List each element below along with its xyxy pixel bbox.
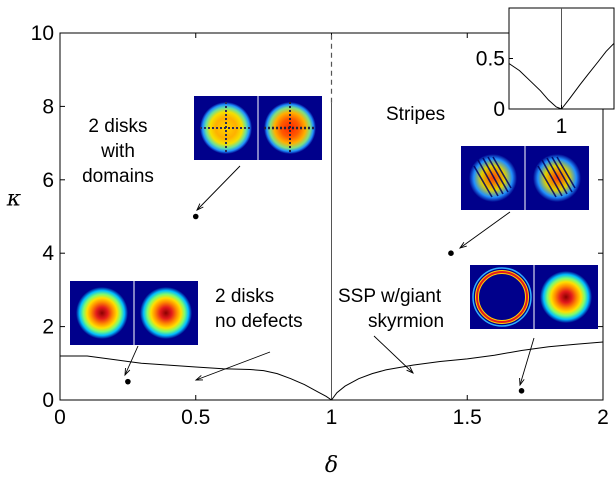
x-axis-label: δ (325, 453, 338, 477)
inset-plot: 00.51 (476, 7, 615, 138)
y-tick-label: 6 (42, 169, 54, 192)
y-tick-label: 2 (42, 316, 54, 339)
annotation-label: SSP w/giant (338, 286, 442, 307)
x-tick-label: 0 (54, 406, 66, 429)
x-tick-label: 1.5 (453, 406, 482, 429)
series-line-0 (60, 355, 332, 401)
annotation-label: with (100, 141, 135, 162)
arrow-head (406, 366, 414, 374)
annotation-label: skyrmion (368, 311, 444, 332)
data-point (448, 250, 454, 256)
y-axis-label: κ (6, 186, 22, 211)
annotation-arrow (519, 337, 535, 386)
inset-series-line-0 (508, 63, 562, 110)
inset-series-line-1 (561, 42, 615, 110)
series-line-1 (331, 341, 604, 401)
arrow-head (519, 377, 525, 387)
y-tick-label: 10 (31, 22, 54, 45)
inset-y-tick-label: 0.5 (476, 48, 505, 71)
thumbnail-no-defects (70, 281, 198, 345)
annotation-arrow (196, 165, 241, 211)
data-point (192, 213, 199, 220)
data-point (518, 388, 525, 394)
annotation-label: no defects (215, 311, 303, 332)
y-tick-label: 4 (42, 242, 54, 265)
annotation-arrow (459, 211, 511, 249)
arrow-head (124, 367, 131, 377)
thumbnail-domains (194, 96, 322, 160)
x-tick-label: 0.5 (181, 406, 210, 429)
y-tick-label: 0 (42, 389, 54, 412)
arrow-head (196, 203, 204, 211)
y-tick-label: 8 (42, 95, 54, 118)
annotation-arrow (373, 335, 414, 374)
arrow-head (194, 375, 204, 381)
data-point (125, 378, 131, 385)
annotation-label: Stripes (386, 104, 445, 125)
annotation-label: 2 disks (88, 116, 147, 137)
thumbnail-skyrmion (470, 265, 598, 329)
x-tick-label: 2 (597, 406, 609, 429)
x-tick-label: 1 (326, 406, 338, 429)
inset-y-tick-label: 0 (493, 98, 505, 121)
annotation-label: 2 disks (215, 286, 274, 307)
annotation-arrow (124, 345, 139, 376)
annotation-label: domains (82, 166, 154, 187)
annotation-arrow (195, 351, 271, 381)
inset-x-tick-label: 1 (556, 115, 568, 138)
arrow-head (458, 241, 467, 249)
thumbnail-stripes (461, 146, 589, 210)
